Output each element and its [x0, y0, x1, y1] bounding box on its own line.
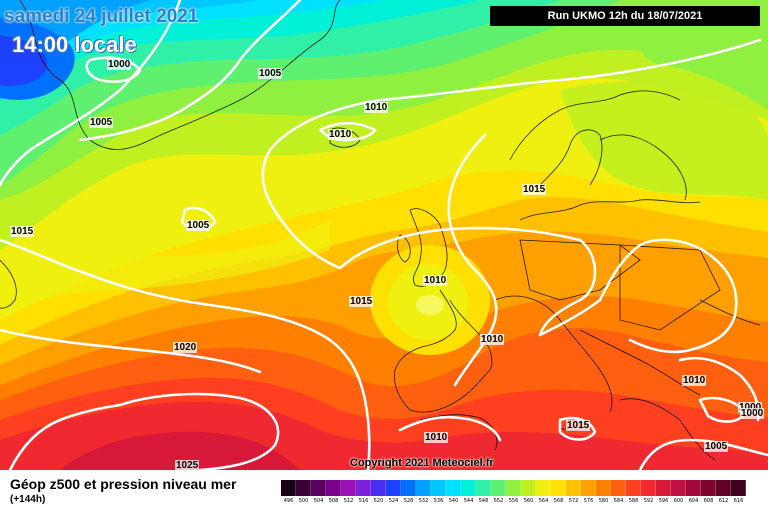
scale-value: 556 — [508, 498, 519, 504]
scale-swatch: 536 — [431, 480, 446, 504]
scale-swatch: 552 — [491, 480, 506, 504]
isobar-label: 1005 — [89, 117, 114, 128]
scale-swatch: 592 — [641, 480, 656, 504]
scale-swatch: 508 — [326, 480, 341, 504]
isobar-label: 1005 — [258, 68, 283, 79]
scale-value: 544 — [463, 498, 474, 504]
scale-value: 600 — [673, 498, 684, 504]
scale-swatch: 600 — [671, 480, 686, 504]
scale-swatch: 504 — [311, 480, 326, 504]
scale-swatch: 528 — [401, 480, 416, 504]
scale-swatch: 584 — [611, 480, 626, 504]
model-run-label: Run UKMO 12h du 18/07/2021 — [490, 6, 760, 26]
scale-swatch: 580 — [596, 480, 611, 504]
isobar-label: 1015 — [522, 184, 547, 195]
scale-swatch: 500 — [296, 480, 311, 504]
isobar-label: 1010 — [682, 375, 707, 386]
weather-map — [0, 0, 768, 470]
scale-value: 580 — [598, 498, 609, 504]
scale-swatch: 568 — [551, 480, 566, 504]
scale-value: 528 — [403, 498, 414, 504]
scale-value: 592 — [643, 498, 654, 504]
forecast-time: 14:00 locale — [12, 32, 137, 57]
scale-value: 588 — [628, 498, 639, 504]
isobar-label: 1010 — [480, 334, 505, 345]
scale-swatch: 564 — [536, 480, 551, 504]
scale-value: 612 — [718, 498, 729, 504]
isobar-label: 1020 — [173, 342, 198, 353]
color-scale: 496 500 504 508 512 516 520 524 528 532 536 540 544 5… — [281, 480, 746, 504]
scale-swatch: 556 — [506, 480, 521, 504]
scale-swatch: 588 — [626, 480, 641, 504]
scale-value: 512 — [343, 498, 354, 504]
scale-value: 576 — [583, 498, 594, 504]
copyright-text: Copyright 2021 Meteociel.fr — [350, 457, 494, 469]
forecast-date: samedi 24 juillet 2021 — [4, 6, 199, 27]
scale-value: 500 — [298, 498, 309, 504]
scale-value: 508 — [328, 498, 339, 504]
scale-value: 540 — [448, 498, 459, 504]
isobar-label: 1000 — [107, 59, 132, 70]
scale-value: 608 — [703, 498, 714, 504]
scale-swatch: 532 — [416, 480, 431, 504]
scale-swatch: 596 — [656, 480, 671, 504]
scale-value: 568 — [553, 498, 564, 504]
isobar-label: 1000 — [738, 402, 763, 413]
isobar-label: 1005 — [704, 441, 729, 452]
isobar-label: 1010 — [328, 129, 353, 140]
legend-subtitle: (+144h) — [10, 494, 46, 505]
isobar-label: 1005 — [186, 220, 211, 231]
isobar-label: 1025 — [175, 460, 200, 471]
scale-value: 604 — [688, 498, 699, 504]
scale-swatch: 612 — [716, 480, 731, 504]
isobar-label: 1015 — [566, 420, 591, 431]
scale-swatch: 516 — [356, 480, 371, 504]
legend-title: Géop z500 et pression niveau mer — [10, 476, 237, 492]
scale-value: 524 — [388, 498, 399, 504]
scale-swatch: 512 — [341, 480, 356, 504]
isobar-label: 1010 — [364, 102, 389, 113]
scale-value: 616 — [733, 498, 744, 504]
scale-swatch: 524 — [386, 480, 401, 504]
scale-swatch: 540 — [446, 480, 461, 504]
legend-footer: Géop z500 et pression niveau mer (+144h)… — [0, 470, 768, 512]
scale-value: 520 — [373, 498, 384, 504]
scale-swatch: 560 — [521, 480, 536, 504]
scale-value: 532 — [418, 498, 429, 504]
scale-swatch: 520 — [371, 480, 386, 504]
scale-swatch: 572 — [566, 480, 581, 504]
isobar-label: 1015 — [349, 296, 374, 307]
scale-value: 496 — [283, 498, 294, 504]
scale-swatch: 548 — [476, 480, 491, 504]
isobar-label: 1015 — [10, 226, 35, 237]
scale-value: 564 — [538, 498, 549, 504]
isobar-label: 1010 — [424, 432, 449, 443]
scale-swatch: 604 — [686, 480, 701, 504]
scale-value: 504 — [313, 498, 324, 504]
scale-swatch: 496 — [281, 480, 296, 504]
scale-value: 596 — [658, 498, 669, 504]
scale-swatch: 544 — [461, 480, 476, 504]
scale-value: 560 — [523, 498, 534, 504]
scale-value: 572 — [568, 498, 579, 504]
scale-value: 584 — [613, 498, 624, 504]
scale-swatch: 616 — [731, 480, 746, 504]
scale-swatch: 608 — [701, 480, 716, 504]
scale-value: 516 — [358, 498, 369, 504]
scale-value: 548 — [478, 498, 489, 504]
scale-swatch: 576 — [581, 480, 596, 504]
scale-value: 536 — [433, 498, 444, 504]
scale-value: 552 — [493, 498, 504, 504]
isobar-label: 1000 — [740, 408, 765, 419]
isobar-label: 1010 — [423, 275, 448, 286]
